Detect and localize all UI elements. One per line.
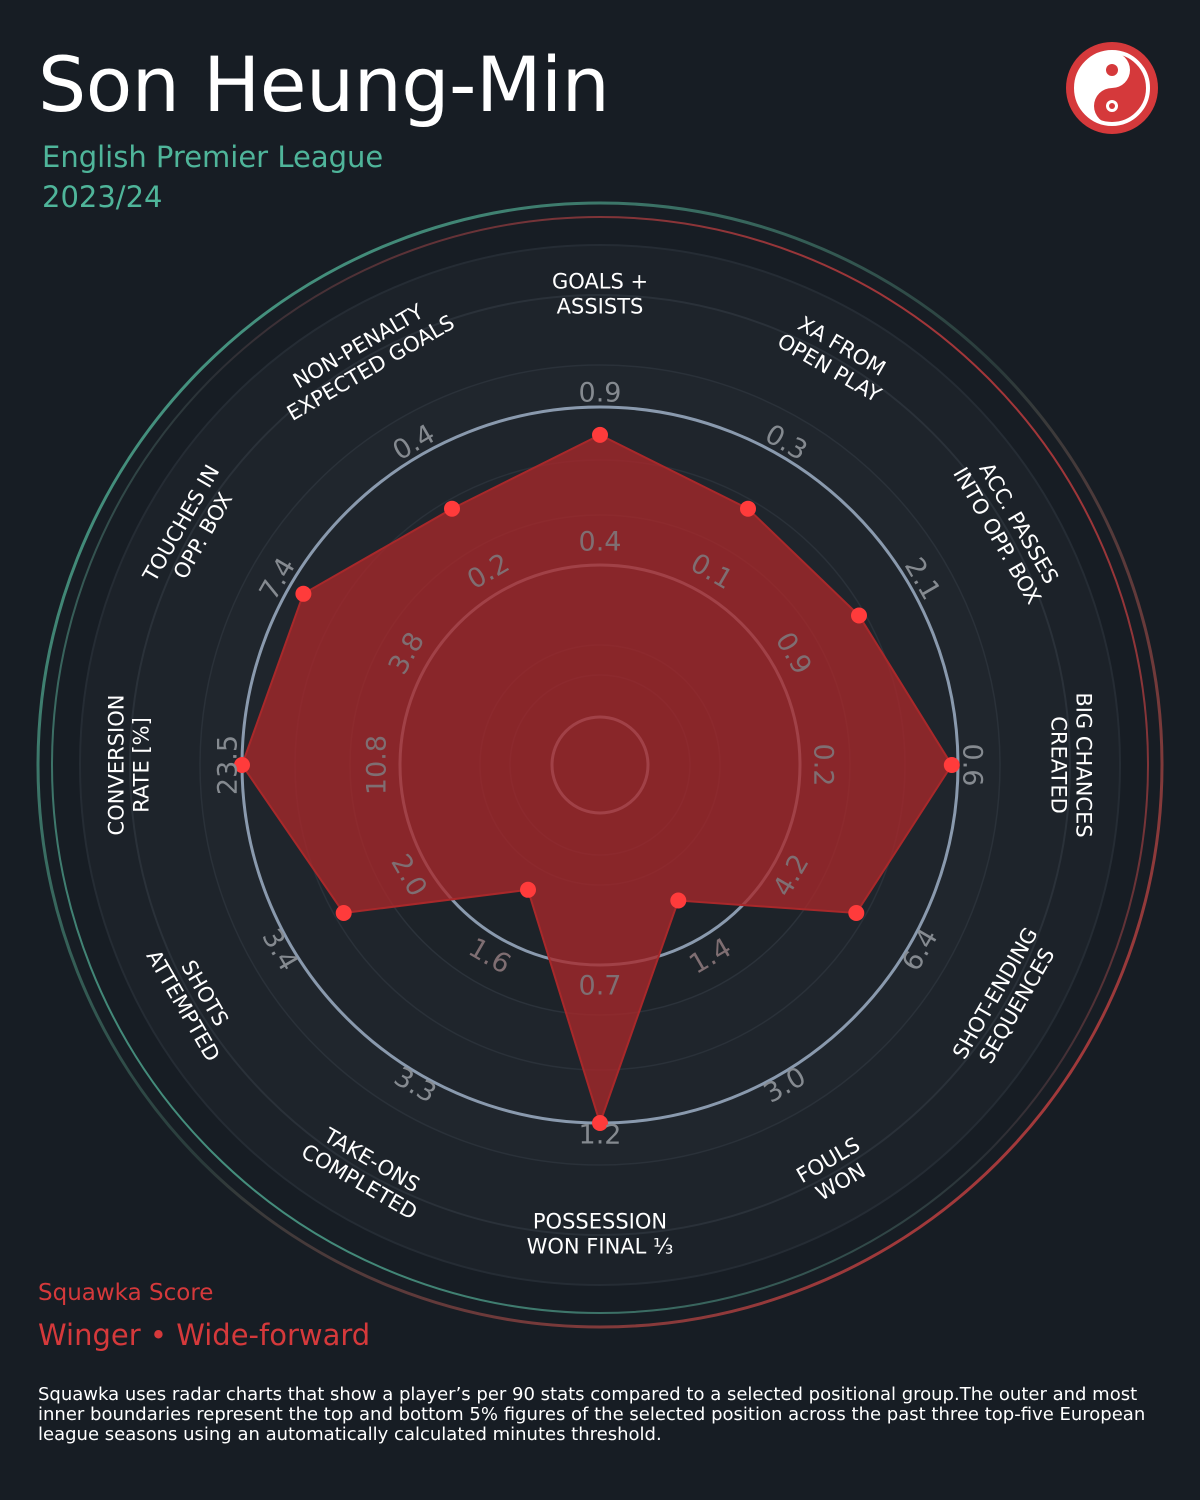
league-name: English Premier League xyxy=(42,140,384,174)
tick-outer-tick-6: 1.2 xyxy=(579,1120,622,1151)
tick-inner-tick-6: 0.7 xyxy=(579,971,622,1002)
axis-label-line: CONVERSION xyxy=(105,695,129,836)
axis-label-line: WON FINAL ⅓ xyxy=(527,1235,674,1259)
radar-point-9 xyxy=(234,757,250,773)
radar-point-6 xyxy=(592,1115,608,1131)
radar-point-8 xyxy=(335,905,352,921)
axis-label-line: POSSESSION xyxy=(533,1210,667,1234)
season-label: 2023/24 xyxy=(42,180,163,214)
radar-point-0 xyxy=(592,426,608,443)
axis-label-line: RATE [%] xyxy=(130,717,154,813)
tick-inner-tick-9: 10.8 xyxy=(362,735,393,795)
axis-label-line: BIG CHANCES xyxy=(1072,692,1096,837)
radar-point-10 xyxy=(295,585,312,602)
axis-label-9: CONVERSION RATE [%] xyxy=(105,695,154,836)
squawka-logo-icon xyxy=(1066,42,1158,134)
axis-label-line: ASSISTS xyxy=(557,295,644,319)
radar-point-11 xyxy=(444,500,460,517)
outer-gradient-ring-inner xyxy=(51,216,1149,1314)
tick-inner-tick-0: 0.4 xyxy=(579,527,622,558)
radar-point-3 xyxy=(943,757,960,773)
tick-outer-tick-9: 23.5 xyxy=(213,735,244,795)
tick-outer-tick-0: 0.9 xyxy=(579,378,622,409)
axis-label-line: CREATED xyxy=(1047,716,1071,814)
radar-polygon-layer xyxy=(234,426,960,1131)
radar-point-2 xyxy=(851,607,867,624)
radar-point-5 xyxy=(670,892,687,909)
squawka-score-label: Squawka Score xyxy=(38,1280,214,1306)
player-name: Son Heung-Min xyxy=(38,40,610,129)
outer-gradient-ring xyxy=(36,201,1164,1329)
axis-label-line: GOALS + xyxy=(552,270,648,294)
position-group: Winger • Wide-forward xyxy=(38,1318,371,1352)
radar-point-4 xyxy=(848,905,865,921)
radar-point-7 xyxy=(520,881,536,898)
tick-inner-tick-3: 0.2 xyxy=(808,744,839,787)
axis-label-0: GOALS +ASSISTS xyxy=(552,270,648,319)
tick-outer-tick-3: 0.6 xyxy=(957,744,988,787)
radar-point-1 xyxy=(740,500,756,517)
methodology-note: Squawka uses radar charts that show a pl… xyxy=(38,1384,1146,1445)
